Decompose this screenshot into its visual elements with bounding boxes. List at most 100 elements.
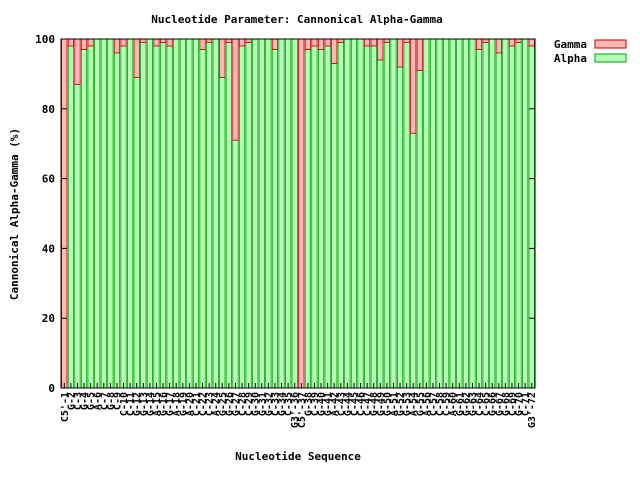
bar-alpha-47 [364,45,371,389]
bar-alpha-25 [219,76,226,389]
bar-alpha-34 [278,38,285,389]
bar-alpha-23 [206,42,213,389]
bar-gamma-39 [311,38,318,47]
bar-alpha-44 [344,38,351,389]
x-tick-label-1: C5'-1 [60,392,71,422]
bar-alpha-72 [528,45,535,389]
x-tick-label-54: A-54 [409,392,420,416]
bar-gamma-72 [528,38,535,47]
y-tick-label-0: 0 [48,382,55,395]
bar-alpha-13 [140,42,147,389]
bar-alpha-61 [456,38,463,389]
bar-alpha-68 [502,38,509,389]
bar-gamma-52 [396,38,404,68]
x-tick-label-46: C-46 [356,392,367,416]
bar-gamma-16 [159,38,167,43]
bar-gamma-54 [410,38,417,134]
y-tick-label-80: 80 [42,103,55,116]
x-tick-label-28: C-28 [238,392,249,416]
bar-gamma-5 [87,38,94,47]
bar-alpha-8 [107,38,114,389]
x-tick-label-43: C-43 [336,392,347,416]
x-tick-label-22: C-22 [198,392,209,416]
x-tick-label-57: C-57 [428,392,439,416]
x-tick-label-65: C-65 [481,392,492,416]
y-tick-label-40: 40 [42,242,55,255]
plot-frame [60,38,536,389]
x-tick-label-44: G-44 [343,392,354,416]
bar-alpha-10 [120,45,127,389]
bars-layer [61,38,535,389]
bar-gamma-10 [120,38,127,47]
bar-alpha-21 [192,38,200,389]
bar-alpha-15 [153,45,160,389]
bar-alpha-7 [100,38,107,389]
legend-swatch-gamma [594,39,627,49]
bar-alpha-24 [212,38,219,389]
x-tick-label-11: C-11 [126,392,137,416]
x-tick-label-48: G-48 [369,392,380,416]
bar-gamma-9 [113,38,121,54]
bar-alpha-57 [429,38,437,389]
x-tick-label-32: G-32 [264,392,275,416]
x-tick-label-53: G-53 [402,392,413,416]
bar-gamma-70 [515,38,522,43]
y-tick-label-20: 20 [42,312,55,325]
bar-gamma-13 [140,38,147,43]
bar-alpha-67 [495,52,502,389]
x-tick-label-37: C5'-37 [297,392,308,428]
bar-gamma-40 [317,38,325,50]
bar-alpha-18 [173,38,180,389]
bar-gamma-50 [383,38,390,43]
bar-alpha-32 [265,38,272,389]
bar-gamma-2 [67,38,74,47]
bar-alpha-35 [285,38,292,389]
x-tick-label-23: C-23 [205,392,216,416]
bar-gamma-69 [508,38,516,47]
bar-alpha-62 [462,38,469,389]
x-tick-label-14: G-14 [145,392,156,416]
bar-gamma-49 [377,38,384,61]
legend-label-gamma: Gamma [554,38,587,51]
bar-alpha-43 [337,42,344,389]
bar-gamma-29 [245,38,252,43]
bar-gamma-48 [370,38,377,47]
bar-alpha-55 [416,70,423,389]
x-tick-label-10: C-10 [119,392,130,416]
bar-gamma-15 [153,38,160,47]
bar-alpha-46 [357,38,364,389]
bar-alpha-45 [350,38,358,389]
x-tick-label-70: G-70 [514,392,525,416]
x-tick-label-56: A-56 [422,392,433,416]
x-tick-label-9: C-9 [112,392,123,410]
x-tick-label-34: G-34 [277,392,288,416]
x-tick-label-55: G-55 [415,392,426,416]
x-tick-label-59: C-59 [442,392,453,416]
bar-alpha-31 [258,38,265,389]
x-tick-label-33: C-33 [270,392,281,416]
bar-alpha-30 [252,38,259,389]
x-tick-label-19: G-19 [178,392,189,416]
bar-gamma-67 [495,38,502,54]
bar-gamma-3 [74,38,81,85]
x-tick-label-50: G-50 [382,392,393,416]
bar-alpha-64 [475,49,483,389]
x-tick-label-38: G-38 [303,392,314,416]
x-tick-label-5: G-5 [86,392,97,410]
x-tick-label-58: C-58 [435,392,446,416]
bar-alpha-29 [245,42,252,389]
bar-gamma-42 [331,38,338,64]
bar-alpha-58 [436,38,443,389]
bar-gamma-64 [475,38,483,50]
bar-gamma-12 [133,38,140,78]
bar-gamma-27 [232,38,239,141]
bar-alpha-16 [159,42,167,389]
x-tick-label-27: G-27 [231,392,242,416]
bar-gamma-22 [199,38,206,50]
bar-alpha-3 [74,83,81,389]
bar-alpha-63 [469,38,476,389]
bar-gamma-47 [364,38,371,47]
x-tick-label-49: G-49 [376,392,387,416]
x-tick-label-62: G-62 [461,392,472,416]
